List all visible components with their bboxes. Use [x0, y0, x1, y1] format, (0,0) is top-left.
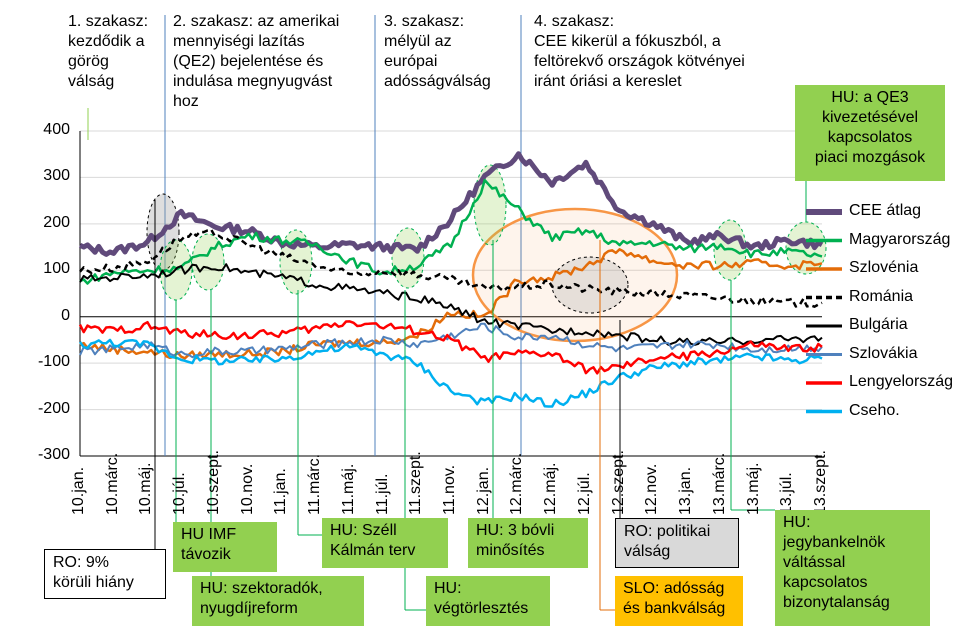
- series-line: [78, 151, 824, 257]
- series-line: [79, 263, 823, 346]
- phase-4-label: 4. szakasz: CEE kikerül a fókuszból, a f…: [534, 13, 745, 90]
- phase-dividers: [87, 15, 522, 456]
- series-lines: [78, 151, 824, 408]
- annotation-hu-3-bovli: HU: 3 bóvli minősítés: [468, 518, 588, 568]
- series-line: [79, 228, 823, 308]
- annotation-hu-szell: HU: Széll Kálmán terv: [322, 518, 448, 568]
- y-tick-label: 0: [61, 306, 70, 324]
- x-tick-label: 12.márc.: [508, 452, 526, 515]
- x-tick-label: 10.márc.: [103, 452, 121, 515]
- x-tick-label: 13.júl.: [778, 472, 796, 515]
- x-tick-label: 11.júl.: [373, 473, 391, 515]
- annotation-ro-politikai: RO: politikai válság: [615, 518, 739, 568]
- annotation-hu-jegybank: HU: jegybankelnök váltással kapcsolatos …: [775, 510, 930, 626]
- x-tick-label: 12.máj.: [542, 462, 560, 515]
- series-line: [78, 338, 823, 408]
- x-tick-label: 12.szept.: [609, 450, 627, 515]
- x-tick-label: 11.márc.: [306, 453, 324, 515]
- x-tick-label: 10.júl.: [171, 472, 189, 515]
- legend-label: Szlovénia: [849, 259, 919, 276]
- annotation-ro-hiany: RO: 9% körüli hiány: [44, 549, 166, 599]
- legend-label: Bulgária: [849, 316, 908, 333]
- x-tick-label: 10.nov.: [238, 463, 256, 515]
- series-line: [79, 322, 823, 359]
- x-tick-label: 12.jan.: [474, 466, 492, 515]
- grid: [79, 130, 822, 457]
- x-tick-label: 10.jan.: [70, 466, 87, 515]
- y-tick-label: -300: [37, 446, 70, 463]
- y-tick-label: -100: [37, 353, 70, 371]
- legend-label: Magyarország: [849, 230, 951, 248]
- x-tick-label: 13.máj.: [744, 462, 762, 515]
- y-tick-label: 100: [43, 260, 70, 278]
- legend-label: CEE átlag: [849, 202, 922, 219]
- legend-label: Cseho.: [849, 401, 900, 419]
- phase-2-label: 2. szakasz: az amerikai mennyiségi lazít…: [173, 13, 340, 110]
- phase-1-label: 1. szakasz: kezdődik a görög válság: [68, 13, 149, 90]
- y-tick-label: 400: [43, 121, 70, 138]
- legend-label: Lengyelország: [849, 373, 954, 390]
- x-tick-label: 11.jan.: [272, 468, 290, 515]
- annotation-hu-vegtorlesztes: HU: végtörlesztés: [426, 576, 550, 626]
- annotation-hu-szektoradok: HU: szektoradók, nyugdíjreform: [192, 576, 364, 626]
- phase-3-label: 3. szakasz: mélyül az európai adósságvál…: [384, 13, 491, 90]
- legend-swatches: [806, 209, 842, 414]
- x-tick-label: 13.szept.: [812, 450, 829, 515]
- legend-label: Románia: [849, 287, 914, 305]
- annotation-hu-qe3: HU: a QE3 kivezetésével kapcsolatos piac…: [795, 85, 945, 181]
- x-tick-label: 10.máj.: [137, 462, 155, 515]
- annotation-slo-adossag: SLO: adósság és bankválság: [615, 576, 743, 626]
- x-tick-label: 11.szept.: [407, 451, 425, 515]
- annotation-hu-imf: HU IMF távozik: [173, 522, 277, 572]
- x-tick-label: 12.nov.: [643, 463, 661, 515]
- x-tick-label: 10.szept.: [204, 450, 222, 515]
- series-line: [79, 178, 823, 285]
- x-tick-label: 13.jan.: [677, 466, 695, 515]
- legend-label: Szlovákia: [849, 344, 918, 362]
- highlight-ellipse-green: [473, 164, 507, 246]
- x-tick-label: 11.nov.: [441, 464, 458, 515]
- y-tick-label: -200: [37, 399, 70, 417]
- x-tick-label: 11.máj.: [339, 463, 357, 515]
- x-tick-label: 13.márc.: [710, 452, 728, 515]
- y-tick-label: 200: [43, 213, 70, 231]
- highlight-ellipse-green: [391, 227, 425, 289]
- y-tick-label: 300: [43, 167, 70, 185]
- series-line: [78, 320, 823, 375]
- x-tick-label: 12.júl.: [575, 472, 593, 515]
